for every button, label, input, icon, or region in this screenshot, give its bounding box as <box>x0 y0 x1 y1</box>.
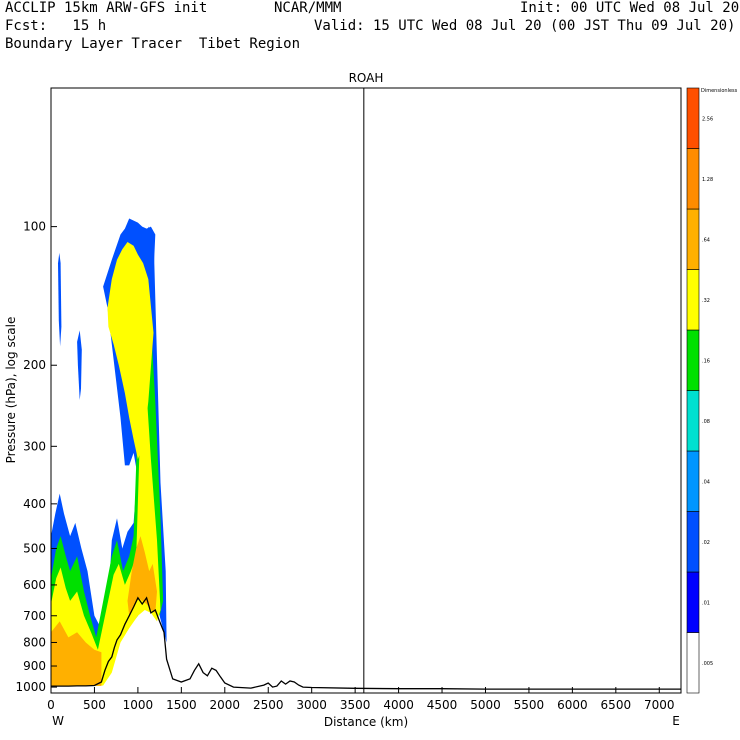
x-tick-label: 6500 <box>601 698 632 712</box>
x-axis-west-label: W <box>52 714 64 728</box>
header-init-time: Init: 00 UTC Wed 08 Jul 20 <box>520 0 740 16</box>
tracer-region-3 <box>77 330 82 400</box>
x-tick-label: 5500 <box>514 698 545 712</box>
colorbar-swatch <box>686 390 700 452</box>
tracer-region-5 <box>107 242 154 460</box>
colorbar-level-label: .02 <box>702 540 710 546</box>
y-tick-label: 700 <box>23 609 46 623</box>
colorbar-level-label: .32 <box>702 298 710 304</box>
x-axis-east-label: E <box>672 714 680 728</box>
terrain-profile-line <box>51 596 681 690</box>
x-tick-label: 0 <box>47 698 55 712</box>
y-tick-label: 1000 <box>15 680 46 694</box>
x-tick-label: 6000 <box>557 698 588 712</box>
colorbar-swatch <box>686 571 700 633</box>
colorbar-swatch <box>686 329 700 391</box>
colorbar-level-label: 1.28 <box>702 177 713 183</box>
colorbar-level-label: .04 <box>702 479 710 485</box>
colorbar-level-label: 2.56 <box>702 116 713 122</box>
y-tick-label: 100 <box>23 220 46 234</box>
header-field-description: Boundary Layer Tracer Tibet Region <box>5 36 301 52</box>
colorbar-level-label: .005 <box>702 661 713 667</box>
colorbar-title: Dimensionless <box>701 88 738 94</box>
colorbar-level-label: .64 <box>702 237 710 243</box>
header-valid-time: Valid: 15 UTC Wed 08 Jul 20 (00 JST Thu … <box>314 18 736 34</box>
tracer-region-7 <box>51 621 102 687</box>
x-tick-label: 7000 <box>644 698 675 712</box>
y-tick-label: 400 <box>23 497 46 511</box>
y-tick-label: 600 <box>23 578 46 592</box>
header-model-label: ACCLIP 15km ARW-GFS init <box>5 0 208 16</box>
x-tick-label: 2500 <box>253 698 284 712</box>
colorbar-swatch <box>686 208 700 270</box>
colorbar-level-label: .08 <box>702 419 710 425</box>
y-tick-label: 200 <box>23 358 46 372</box>
x-tick-label: 3000 <box>296 698 327 712</box>
y-axis: 100 200 300 400 500 600 700 800 900 1000 <box>15 220 57 694</box>
colorbar-swatch <box>686 87 700 149</box>
colorbar-swatch <box>686 148 700 210</box>
y-tick-label: 800 <box>23 635 46 649</box>
y-tick-label: 500 <box>23 541 46 555</box>
colorbar-level-label: .01 <box>702 600 710 606</box>
colorbar-swatch <box>686 632 700 694</box>
y-tick-label: 900 <box>23 659 46 673</box>
colorbar-swatch <box>686 511 700 573</box>
x-tick-label: 1500 <box>166 698 197 712</box>
colorbar-swatch <box>686 269 700 331</box>
colorbar-level-label: .16 <box>702 358 710 364</box>
x-tick-label: 2000 <box>210 698 241 712</box>
x-axis: 0 500 1000 1500 2000 2500 3000 3500 4000 4500 5000… <box>47 687 675 712</box>
tracer-region-8 <box>127 536 157 616</box>
y-tick-label: 300 <box>23 439 46 453</box>
x-tick-label: 5000 <box>470 698 501 712</box>
tracer-fill-layer <box>51 218 167 687</box>
tracer-region-2 <box>58 252 62 347</box>
x-tick-label: 4500 <box>427 698 458 712</box>
x-tick-label: 1000 <box>123 698 154 712</box>
plot-frame <box>50 87 682 694</box>
y-axis-label: Pressure (hPa), log scale <box>4 317 18 464</box>
x-tick-label: 500 <box>83 698 106 712</box>
x-axis-label: Distance (km) <box>324 715 408 729</box>
chart-title: ROAH <box>349 71 384 85</box>
colorbar-swatch <box>686 450 700 512</box>
colorbar: .005 .01 .02 .04 .08 .16 .32 .64 1.28 2.56 Dimensi… <box>686 87 738 694</box>
x-tick-label: 4000 <box>383 698 414 712</box>
header-institution-label: NCAR/MMM <box>274 0 342 16</box>
x-tick-label: 3500 <box>340 698 371 712</box>
header-forecast-hour: Fcst: 15 h <box>5 18 107 34</box>
